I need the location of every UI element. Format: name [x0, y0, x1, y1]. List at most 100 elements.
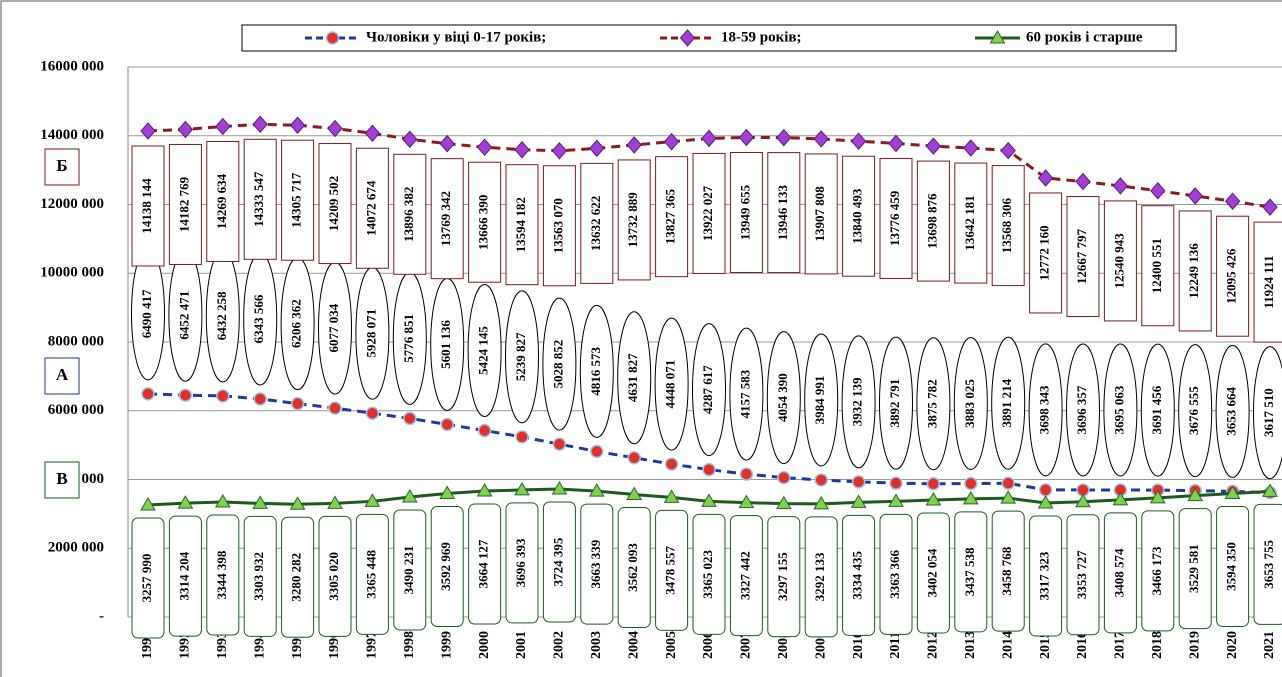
marker: [777, 470, 791, 485]
label-box: [916, 512, 950, 634]
marker: [588, 483, 605, 497]
marker: [739, 467, 754, 481]
marker: [1224, 192, 1241, 210]
marker: [328, 401, 342, 415]
data-label: 3314 204: [176, 551, 191, 600]
legend-marker: [325, 31, 340, 45]
x-tick-label: 1992: [178, 631, 193, 659]
label-bubble: [841, 335, 876, 469]
marker: [551, 142, 568, 160]
label-box: [804, 153, 838, 275]
data-label: 3458 768: [999, 546, 1014, 595]
label-box: [1103, 512, 1137, 634]
annotation: А: [56, 365, 69, 384]
marker: [1262, 483, 1278, 497]
x-tick-label: 2004: [626, 631, 641, 659]
data-label: 5239 827: [513, 332, 528, 381]
marker: [1187, 487, 1204, 502]
label-box: [692, 513, 726, 635]
label-bubble: [1066, 343, 1100, 477]
data-label: 3334 435: [850, 551, 865, 600]
marker: [888, 134, 904, 153]
label-box: [243, 138, 277, 260]
x-tick-label: 2019: [1187, 631, 1202, 659]
label-bubble: [1215, 344, 1250, 478]
data-label: 13666 390: [476, 195, 491, 250]
data-label: 5928 071: [363, 309, 378, 358]
data-label: 3592 969: [438, 542, 453, 591]
marker: [925, 492, 942, 506]
marker: [253, 392, 267, 406]
marker: [1075, 172, 1091, 191]
x-tick-label: 2013: [963, 631, 978, 659]
label-box: [617, 507, 651, 629]
label-box: [692, 152, 726, 274]
label-bubble: [1253, 346, 1282, 480]
data-label: 6452 471: [176, 291, 191, 340]
label-box: [1216, 505, 1250, 627]
x-tick-label: 1999: [439, 631, 454, 659]
marker: [1150, 181, 1166, 200]
marker: [476, 483, 493, 497]
label-bubble: [505, 290, 539, 424]
data-label: 3724 395: [550, 537, 565, 586]
marker: [738, 494, 755, 509]
marker: [1075, 493, 1091, 508]
marker: [663, 132, 680, 151]
marker: [926, 477, 941, 491]
label-box: [1029, 192, 1063, 314]
data-label: 3257 990: [139, 554, 154, 603]
y-tick-label: 8000 000: [48, 333, 104, 349]
label-bubble: [766, 331, 801, 465]
label-box: [954, 511, 988, 633]
marker: [552, 437, 567, 451]
annotation-box: [44, 148, 80, 186]
data-label: 12249 136: [1186, 243, 1201, 299]
x-tick-label: 2001: [514, 631, 529, 659]
data-label: 3676 555: [1186, 386, 1201, 435]
marker: [440, 417, 454, 432]
label-box: [281, 139, 315, 261]
label-box: [505, 502, 539, 624]
legend-marker: [679, 29, 696, 47]
label-box: [580, 162, 614, 284]
label-bubble: [1178, 344, 1213, 478]
x-tick-label: 2018: [1150, 631, 1165, 659]
label-box: [1178, 210, 1212, 332]
label-bubble: [953, 337, 988, 471]
data-label: 13896 382: [401, 187, 416, 242]
label-box: [1141, 510, 1175, 632]
data-label: 3695 063: [1111, 385, 1126, 434]
data-label: 13949 655: [737, 184, 752, 240]
data-label: 13568 306: [999, 197, 1014, 253]
data-label: 13769 342: [438, 191, 453, 246]
data-label: 14072 674: [363, 180, 378, 236]
data-label: 6432 258: [214, 291, 229, 340]
label-box: [1141, 205, 1175, 327]
data-label: 14333 547: [251, 171, 266, 227]
data-label: 5028 852: [550, 340, 565, 389]
label-box: [655, 509, 689, 631]
annotation: В: [56, 469, 67, 488]
label-box: [131, 145, 165, 267]
marker: [1224, 485, 1241, 499]
marker: [889, 476, 903, 490]
data-label: 13642 181: [962, 195, 977, 250]
data-label: 3466 173: [1149, 546, 1164, 595]
marker: [776, 128, 792, 147]
marker: [403, 411, 417, 426]
label-bubble: [916, 337, 951, 471]
data-label: 14138 144: [139, 178, 154, 234]
y-tick-label: 6000 000: [48, 402, 104, 418]
x-tick-label: 2011: [888, 631, 903, 658]
marker: [1000, 490, 1017, 504]
marker: [215, 117, 231, 136]
data-label: 3663 339: [588, 539, 603, 588]
label-box: [542, 501, 576, 623]
y-tick-label: 10000 000: [40, 265, 104, 281]
marker: [813, 495, 830, 510]
marker: [1112, 177, 1129, 195]
marker: [850, 494, 867, 508]
marker: [289, 496, 306, 510]
data-label: 13907 808: [812, 186, 827, 242]
